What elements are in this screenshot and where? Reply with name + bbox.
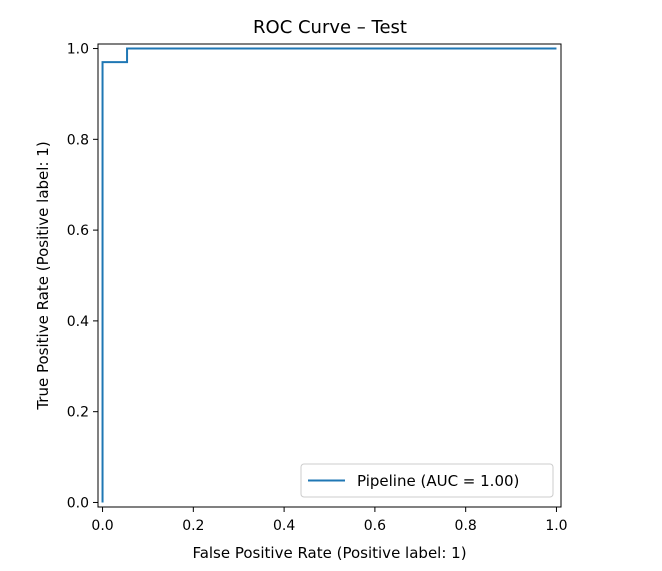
y-axis-label: True Positive Rate (Positive label: 1) (34, 141, 52, 410)
plot-area: 0.0 0.2 0.4 0.6 0.8 1.0 0.0 0.2 0.4 0.6 0.8 1.0 (67, 42, 568, 534)
roc-curve-line (101, 47, 557, 503)
x-tick-label: 1.0 (545, 518, 567, 534)
legend-frame (300, 463, 554, 498)
x-axis-label: False Positive Rate (Positive label: 1) (192, 544, 466, 562)
y-tick-label: 0.2 (67, 405, 89, 421)
x-axis-ticks: 0.0 0.2 0.4 0.6 0.8 1.0 (91, 507, 568, 534)
y-tick-label: 0.4 (67, 314, 89, 330)
chart-title: ROC Curve – Test (253, 17, 407, 38)
y-tick-label: 0.6 (67, 223, 89, 239)
x-tick-label: 0.6 (364, 518, 386, 534)
plot-frame (97, 43, 562, 508)
x-tick-label: 0.8 (455, 518, 477, 534)
x-tick-label: 0.0 (91, 518, 113, 534)
y-tick-label: 0.0 (67, 495, 89, 511)
y-tick-label: 1.0 (67, 42, 89, 58)
y-tick-label: 0.8 (67, 132, 89, 148)
x-tick-label: 0.4 (273, 518, 295, 534)
legend: Pipeline (AUC = 1.00) (300, 463, 554, 498)
x-tick-label: 0.2 (182, 518, 204, 534)
y-axis-ticks: 0.0 0.2 0.4 0.6 0.8 1.0 (67, 42, 98, 511)
legend-label: Pipeline (AUC = 1.00) (357, 472, 519, 490)
series-layer (101, 47, 557, 503)
